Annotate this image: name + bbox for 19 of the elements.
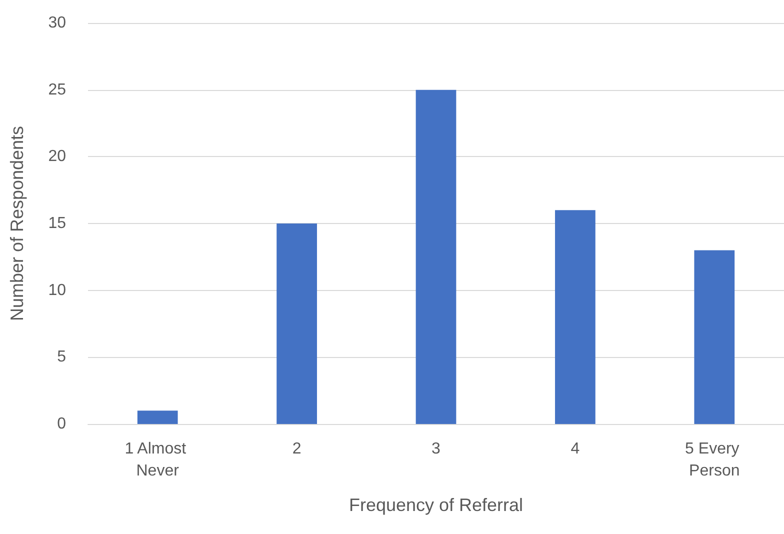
y-tick-label: 5: [57, 348, 66, 366]
x-tick-label: 5 Every Person: [685, 440, 744, 480]
y-tick-label: 0: [57, 416, 66, 432]
bar: [276, 224, 317, 424]
y-tick-label: 30: [48, 14, 66, 32]
x-tick-label: 2: [292, 440, 302, 458]
y-axis-title: Number of Respondents: [7, 126, 27, 322]
x-axis-title: Frequency of Referral: [348, 495, 524, 515]
bar: [555, 210, 596, 424]
x-tick-label: 1 Almost Never: [124, 440, 191, 480]
bar: [416, 90, 456, 424]
y-tick-label: 20: [48, 148, 66, 166]
bar: [694, 250, 735, 424]
y-tick-label: 15: [48, 215, 66, 232]
y-tick-label: 25: [48, 81, 66, 98]
y-tick-label: 10: [48, 282, 66, 299]
x-tick-label: 4: [570, 440, 580, 458]
bar: [137, 410, 178, 424]
x-tick-label: 3: [432, 440, 441, 458]
